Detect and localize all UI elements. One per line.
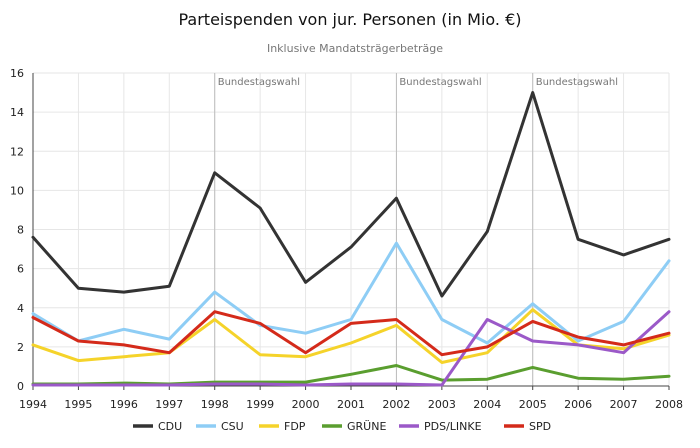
y-tick-label: 10 [10, 184, 24, 197]
x-tick-label: 2007 [610, 398, 638, 411]
x-tick-label: 2006 [564, 398, 592, 411]
series-line-csu [31, 241, 671, 345]
election-marker-label: Bundestagswahl [399, 77, 481, 88]
x-tick-label: 1998 [201, 398, 229, 411]
x-tick-label: 1996 [110, 398, 138, 411]
legend-item: GRÜNE [322, 420, 386, 433]
legend-item: CDU [133, 420, 182, 433]
legend-item: FDP [259, 420, 306, 433]
legend-label: CDU [158, 420, 182, 433]
legend-label: FDP [284, 420, 306, 433]
legend-item: SPD [504, 420, 551, 433]
x-tick-label: 2008 [655, 398, 683, 411]
x-tick-label: 1995 [64, 398, 92, 411]
x-tick-label: 2004 [473, 398, 501, 411]
legend-label: PDS/LINKE [424, 420, 482, 433]
x-tick-label: 2000 [292, 398, 320, 411]
x-tick-label: 2001 [337, 398, 365, 411]
chart-subtitle: Inklusive Mandatsträgerbeträge [267, 42, 443, 55]
annotations: Bundestagswahl Bundestagswahl Bundestagswa… [214, 73, 618, 386]
series-line-pds-linke [31, 310, 671, 387]
y-tick-label: 4 [17, 302, 24, 315]
legend: CDU CSU FDP GRÜNE PDS/LINKE SPD [133, 420, 551, 433]
legend-label: CSU [221, 420, 244, 433]
series-line-spd [31, 310, 671, 357]
x-tick-label: 2005 [519, 398, 547, 411]
x-tick-label: 1994 [19, 398, 47, 411]
election-marker-label: Bundestagswahl [218, 77, 300, 88]
series-line-gr-ne [31, 364, 671, 386]
x-tick-label: 2003 [428, 398, 456, 411]
x-tick-label: 1997 [155, 398, 183, 411]
x-tick-label: 2002 [382, 398, 410, 411]
y-tick-label: 16 [10, 67, 24, 80]
legend-label: SPD [529, 420, 551, 433]
y-tick-label: 14 [10, 106, 24, 119]
legend-item: CSU [196, 420, 244, 433]
chart-title: Parteispenden von jur. Personen (in Mio.… [178, 10, 521, 29]
y-tick-label: 12 [10, 145, 24, 158]
y-tick-label: 8 [17, 224, 24, 237]
axes: 0 2 4 6 8 10 12 14 16 1994 1995 1996 1997 1998 1999 200… [10, 67, 683, 411]
y-tick-label: 0 [17, 380, 24, 393]
election-marker-label: Bundestagswahl [536, 77, 618, 88]
legend-label: GRÜNE [347, 420, 386, 433]
legend-item: PDS/LINKE [399, 420, 482, 433]
series-lines [31, 91, 671, 387]
series-line-cdu [31, 91, 671, 298]
y-tick-label: 6 [17, 263, 24, 276]
x-tick-label: 1999 [246, 398, 274, 411]
y-tick-label: 2 [17, 341, 24, 354]
